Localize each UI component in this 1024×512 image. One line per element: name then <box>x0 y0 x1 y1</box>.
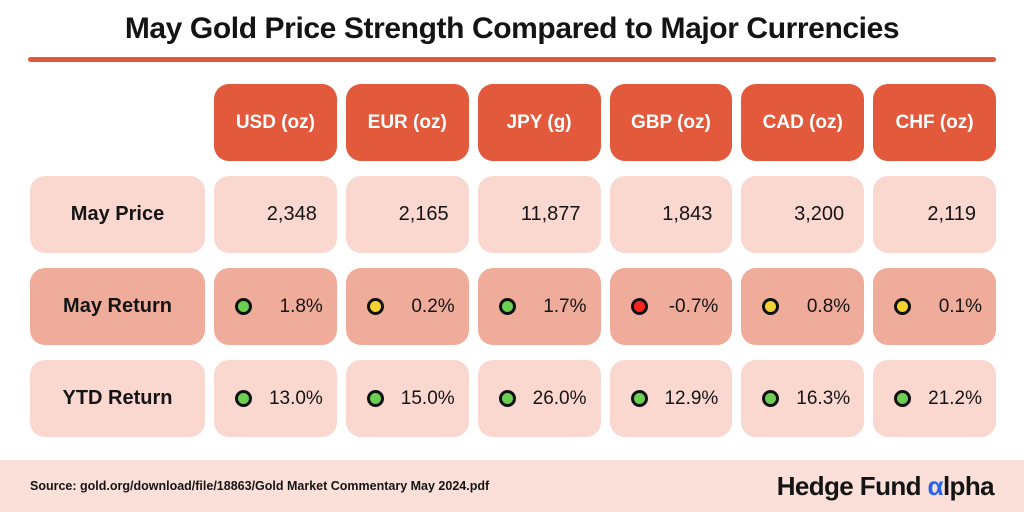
return-value: 26.0% <box>532 387 587 409</box>
ytd-return-jpy: 26.0% <box>477 360 601 437</box>
return-value: 1.7% <box>543 295 587 317</box>
may-price-jpy: 11,877 <box>477 176 601 253</box>
ytd-return-gbp: 12.9% <box>609 360 733 437</box>
footer: Source: gold.org/download/file/18863/Gol… <box>0 460 1024 512</box>
may-price-eur: 2,165 <box>345 176 469 253</box>
row-label-may-price: May Price <box>30 176 205 253</box>
ytd-return-eur: 15.0% <box>345 360 469 437</box>
return-value: 1.8% <box>279 295 323 317</box>
column-header-cad: CAD (oz) <box>741 84 865 161</box>
may-price-chf: 2,119 <box>873 176 996 253</box>
status-dot <box>235 298 252 315</box>
return-value: 12.9% <box>664 387 719 409</box>
may-price-gbp: 1,843 <box>609 176 733 253</box>
column-header-jpy: JPY (g) <box>477 84 601 161</box>
return-value: 0.8% <box>806 295 851 317</box>
status-dot <box>894 298 912 315</box>
ytd-return-usd: 13.0% <box>214 360 337 437</box>
logo-text-suffix: lpha <box>942 470 995 501</box>
logo-text-prefix: Hedge Fund <box>776 470 928 501</box>
column-header-eur: EUR (oz) <box>345 84 469 161</box>
return-value: 16.3% <box>796 387 851 409</box>
title-divider <box>28 57 996 62</box>
return-value: 0.2% <box>411 295 455 317</box>
return-value: -0.7% <box>668 295 719 317</box>
return-value: 15.0% <box>400 387 455 409</box>
ytd-return-chf: 21.2% <box>873 360 996 437</box>
may-price-cad: 3,200 <box>741 176 865 253</box>
source-text: Source: gold.org/download/file/18863/Gol… <box>30 479 490 493</box>
currency-comparison-table: USD (oz) EUR (oz) JPY (g) GBP (oz) CAD (… <box>30 84 996 437</box>
return-value: 0.1% <box>938 295 982 317</box>
return-value: 13.0% <box>268 387 323 409</box>
may-return-jpy: 1.7% <box>477 268 601 345</box>
status-dot <box>498 390 516 407</box>
may-return-cad: 0.8% <box>741 268 865 345</box>
logo-alpha-glyph: α <box>927 470 944 501</box>
status-dot <box>762 298 780 315</box>
column-header-gbp: GBP (oz) <box>609 84 733 161</box>
status-dot <box>894 390 912 407</box>
may-return-gbp: -0.7% <box>609 268 733 345</box>
status-dot <box>366 390 384 407</box>
may-return-chf: 0.1% <box>873 268 996 345</box>
status-dot <box>498 298 516 315</box>
status-dot <box>630 390 648 407</box>
page-title: May Gold Price Strength Compared to Majo… <box>124 12 900 45</box>
hedge-fund-alpha-logo: Hedge Fund αlpha <box>776 470 995 502</box>
status-dot <box>762 390 780 407</box>
return-value: 21.2% <box>928 387 982 409</box>
column-header-usd: USD (oz) <box>214 84 337 161</box>
column-header-chf: CHF (oz) <box>873 84 996 161</box>
row-label-ytd-return: YTD Return <box>30 360 205 437</box>
row-label-may-return: May Return <box>30 268 205 345</box>
ytd-return-cad: 16.3% <box>741 360 865 437</box>
may-price-usd: 2,348 <box>214 176 337 253</box>
may-return-usd: 1.8% <box>214 268 337 345</box>
status-dot <box>366 298 384 315</box>
table-corner-cell <box>30 84 205 161</box>
status-dot <box>630 298 648 315</box>
status-dot <box>235 390 252 407</box>
may-return-eur: 0.2% <box>345 268 469 345</box>
